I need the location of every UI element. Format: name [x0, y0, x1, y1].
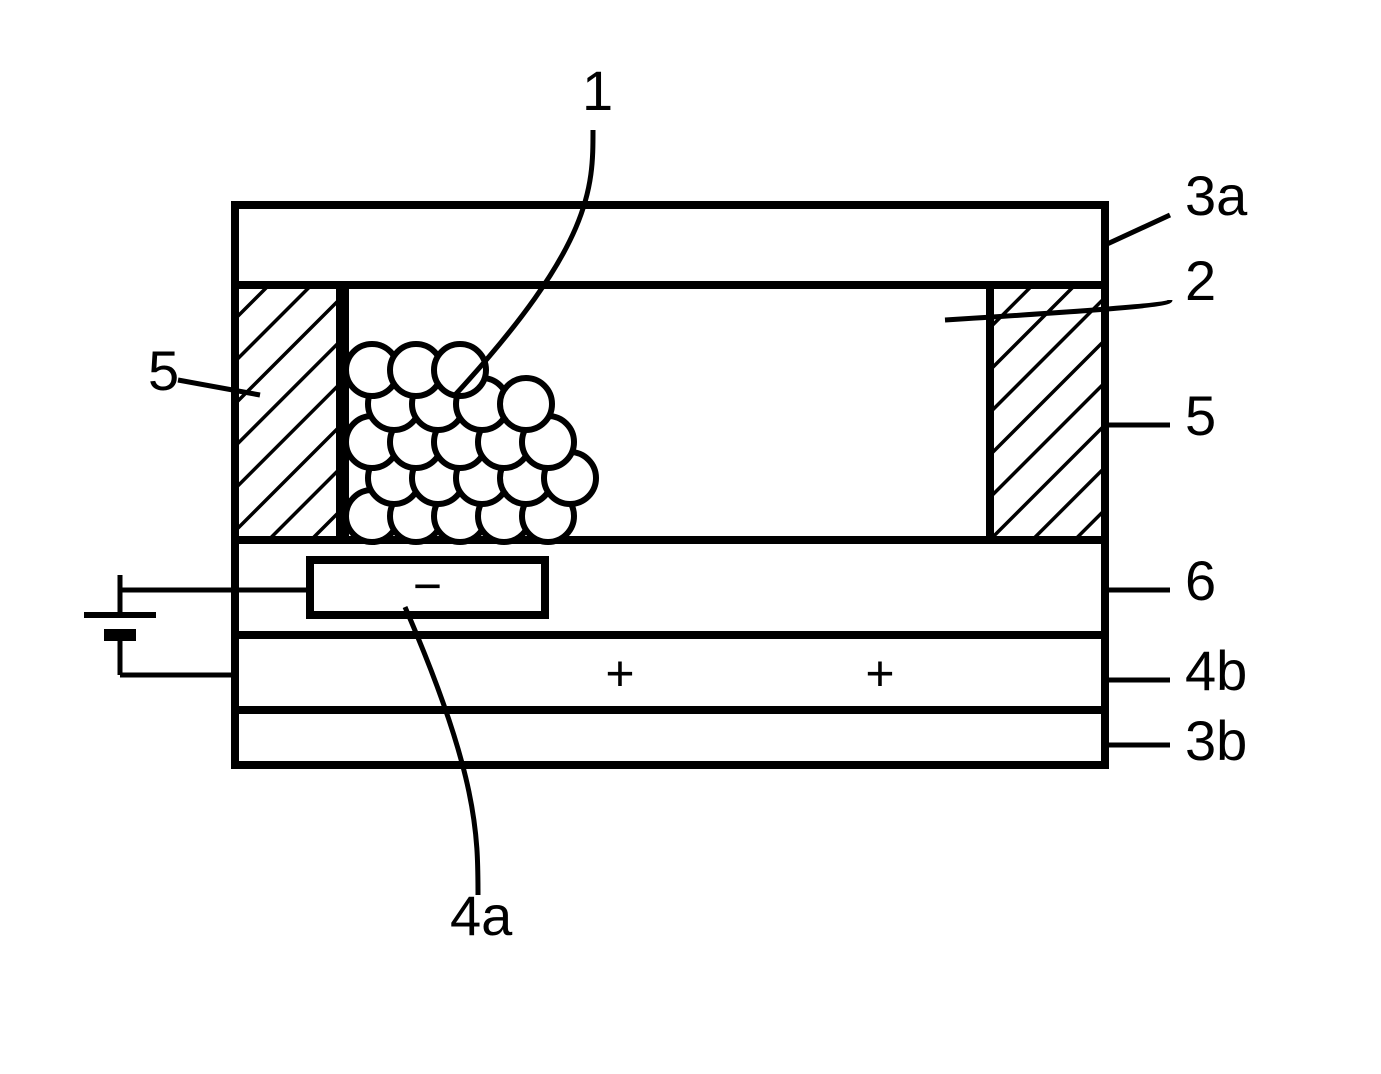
callout-label-4a: 4a [450, 884, 513, 947]
callout-label-6: 6 [1185, 549, 1216, 612]
particle [500, 378, 552, 430]
callout-label-5L: 5 [148, 339, 179, 402]
cross-section-diagram: − + +1 3a 2 5 5 6 4b 3b 4a [0, 0, 1381, 1074]
electrode-negative-sign: − [413, 558, 442, 614]
callout-label-3a: 3a [1185, 164, 1248, 227]
callout-label-1: 1 [582, 59, 613, 122]
side-wall-right [990, 285, 1105, 540]
electrode-positive-sign: + [865, 646, 894, 702]
electrode-positive-sign: + [605, 646, 634, 702]
callout-label-3b: 3b [1185, 709, 1247, 772]
side-wall-left [235, 285, 340, 540]
callout-label-5R: 5 [1185, 384, 1216, 447]
callout-label-4b: 4b [1185, 639, 1247, 702]
callout-label-2: 2 [1185, 249, 1216, 312]
